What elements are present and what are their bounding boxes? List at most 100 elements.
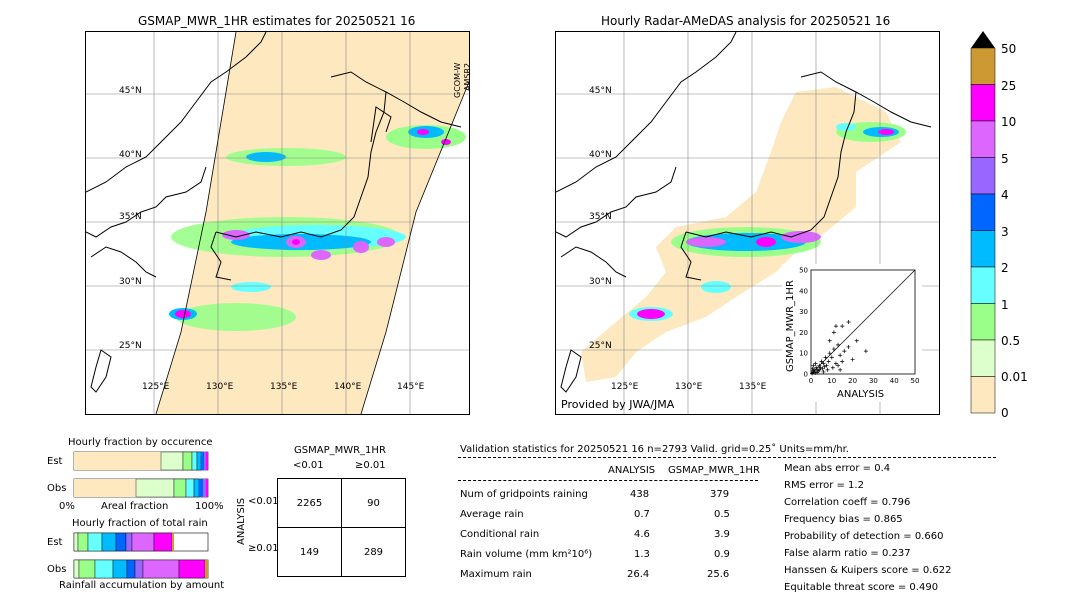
left-map-grid xyxy=(86,32,469,414)
right-map-grid xyxy=(556,32,939,414)
contingency-cell: 149 xyxy=(277,527,342,577)
scatter-point xyxy=(813,361,818,366)
validation-col-gsmap: GSMAP_MWR_1HR xyxy=(668,465,760,476)
right-lat-label: 45°N xyxy=(589,86,612,96)
validation-subdivider xyxy=(458,480,758,481)
colorbar-segment xyxy=(970,230,996,268)
scatter-point xyxy=(846,320,851,324)
contingency-cell: 90 xyxy=(341,478,406,528)
left-rain-bands xyxy=(169,125,466,331)
validation-row-gsmap: 0.9 xyxy=(714,549,730,560)
colorbar-label: 3 xyxy=(1001,225,1009,239)
validation-row-label: Rain volume (mm km²10⁶) xyxy=(460,549,593,560)
left-map-svg xyxy=(86,32,469,414)
scatter-plot: 00 10 10 20 20 30 30 40 40 50 50 xyxy=(799,267,920,386)
contingency-cell: 2265 xyxy=(277,478,342,528)
scatter-y-tick: 50 xyxy=(799,267,808,275)
scatter-point xyxy=(831,347,836,352)
scatter-point xyxy=(819,359,824,364)
left-lat-label: 30°N xyxy=(119,277,142,287)
scatter-point xyxy=(850,357,855,362)
score-line: False alarm ratio = 0.237 xyxy=(784,548,911,559)
left-lat-label: 35°N xyxy=(119,212,142,222)
right-lat-label: 35°N xyxy=(589,212,612,222)
validation-row-gsmap: 379 xyxy=(710,489,730,500)
rain-fraction-est-label: Est xyxy=(47,537,63,548)
occurrence-x-max: 100% xyxy=(195,501,224,512)
colorbar-label: 2 xyxy=(1001,261,1009,275)
scatter-point xyxy=(829,355,834,360)
scatter-point xyxy=(810,366,815,371)
scatter-xlabel: ANALYSIS xyxy=(837,389,885,400)
left-lat-label: 25°N xyxy=(119,341,142,351)
data-credit: Provided by JWA/JMA xyxy=(561,398,675,411)
colorbar-label: 0 xyxy=(1001,406,1009,420)
scatter-point xyxy=(823,355,828,360)
scatter-point xyxy=(838,367,843,372)
colorbar xyxy=(970,31,996,414)
colorbar-segment xyxy=(970,120,996,158)
scatter-point xyxy=(836,342,841,347)
occurrence-xlabel: Areal fraction xyxy=(101,501,169,512)
scatter-y-tick: 20 xyxy=(799,329,808,337)
right-rain-bands xyxy=(629,122,906,321)
scatter-x-tick: 0 xyxy=(809,377,813,385)
colorbar-label: 1 xyxy=(1001,298,1009,312)
score-line: Mean abs error = 0.4 xyxy=(784,463,891,474)
score-line: RMS error = 1.2 xyxy=(784,480,864,491)
rain-fraction-title: Hourly fraction of total rain xyxy=(72,518,208,529)
scatter-x-tick: 30 xyxy=(869,377,878,385)
validation-row-analysis: 438 xyxy=(630,489,650,500)
score-line: Probability of detection = 0.660 xyxy=(784,531,944,542)
contingency-cell: 289 xyxy=(341,527,406,577)
scatter-point xyxy=(820,366,825,371)
right-map-svg xyxy=(556,32,939,414)
validation-row-label: Average rain xyxy=(460,509,524,520)
contingency-table: 2265 90 149 289 xyxy=(277,478,406,577)
left-map-title: GSMAP_MWR_1HR estimates for 20250521 16 xyxy=(138,14,416,28)
scatter-y-tick: 10 xyxy=(799,350,808,358)
scatter-ylabel: GSMAP_MWR_1HR xyxy=(785,280,796,372)
validation-header: Validation statistics for 20250521 16 n=… xyxy=(460,444,849,455)
scatter-point xyxy=(821,369,826,374)
sensor-label-amsr2: AMSR2 xyxy=(463,62,472,91)
validation-row-analysis: 26.4 xyxy=(627,569,650,580)
scatter-x-tick: 20 xyxy=(848,377,857,385)
right-lat-label: 25°N xyxy=(589,341,612,351)
scatter-x-tick: 40 xyxy=(890,377,899,385)
validation-row-label: Maximum rain xyxy=(460,569,532,580)
validation-divider xyxy=(458,457,996,458)
colorbar-label: 0.5 xyxy=(1001,334,1021,348)
right-lon-label: 135°E xyxy=(739,382,767,392)
scatter-point xyxy=(811,368,816,373)
scatter-x-tick: 10 xyxy=(827,377,836,385)
left-lon-label: 135°E xyxy=(270,382,298,392)
scatter-point xyxy=(818,365,823,370)
colorbar-label: 50 xyxy=(1001,42,1017,56)
scatter-x-tick: 50 xyxy=(911,377,920,385)
scatter-point xyxy=(817,367,822,372)
scatter-point xyxy=(840,359,845,364)
left-coastline xyxy=(86,32,462,393)
scatter-point xyxy=(826,359,831,364)
scatter-diagonal xyxy=(810,269,916,375)
contingency-row-ge: ≥0.01 xyxy=(248,543,279,554)
colorbar-segment xyxy=(970,303,996,341)
colorbar-label: 25 xyxy=(1001,79,1017,93)
rain-fraction-obs-label: Obs xyxy=(47,564,67,575)
contingency-row-lt: <0.01 xyxy=(248,496,279,507)
sensor-label-gcomw: GCOM-W xyxy=(453,62,462,98)
scatter-point xyxy=(825,367,830,372)
scatter-y-tick: 40 xyxy=(799,287,808,295)
scatter-point xyxy=(821,361,826,366)
contingency-row-axis: ANALYSIS xyxy=(236,497,247,545)
left-lat-label: 45°N xyxy=(119,86,142,96)
right-lat-label: 40°N xyxy=(589,150,612,160)
colorbar-label: 4 xyxy=(1001,188,1009,202)
rain-fraction-bars xyxy=(73,532,209,579)
colorbar-segment xyxy=(970,157,996,195)
scatter-point xyxy=(854,338,859,343)
colorbar-label: 10 xyxy=(1001,115,1017,129)
right-lon-label: 125°E xyxy=(611,382,639,392)
scatter-point xyxy=(827,351,832,356)
